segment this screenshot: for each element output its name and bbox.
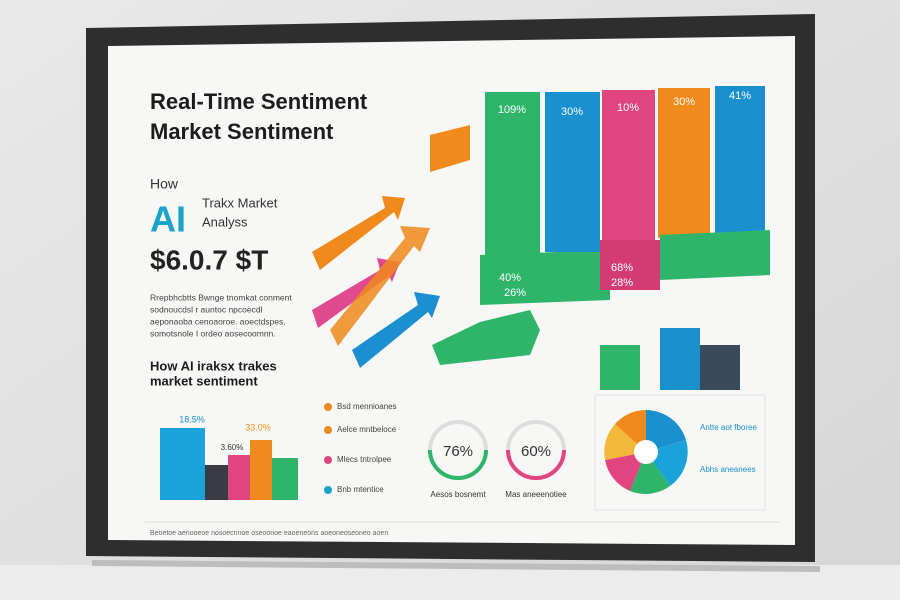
- legend-dot: [324, 426, 332, 434]
- base-label: 28%: [611, 277, 633, 289]
- mini-bar: [160, 428, 205, 500]
- arrow: [312, 196, 405, 270]
- intro-ai: AI: [150, 199, 186, 240]
- base-label: 68%: [611, 262, 633, 274]
- legend-item: Bsd mennioanes: [337, 402, 397, 411]
- base-label: 40%: [499, 272, 521, 284]
- legend: [324, 403, 332, 494]
- legend-item: Bnb mtentice: [337, 485, 384, 494]
- intro-figure: $6.0.7 $T: [150, 244, 268, 275]
- column: [485, 92, 540, 262]
- body-text: Rrepbhcbtts Bwnge tnomkat conment: [150, 292, 292, 302]
- mini-label: 3.60%: [221, 443, 244, 452]
- base-label: 26%: [504, 287, 526, 299]
- gauge-arc: [506, 449, 566, 480]
- legend-dot: [324, 486, 332, 494]
- footer: Beoetoe aenooeoe nosoecnnoe oseoonoe eao…: [150, 530, 388, 537]
- pie: [604, 410, 688, 494]
- column-label: 10%: [617, 102, 639, 114]
- mini-chart: [160, 428, 298, 500]
- body-text: aeponaoba cenoaoroe. aoectdspes.: [150, 316, 286, 326]
- pie-slice: [605, 452, 646, 491]
- column: [658, 88, 710, 238]
- frame-shadow: [92, 560, 820, 572]
- title: Market Sentiment: [150, 119, 334, 144]
- arrows: [312, 125, 540, 368]
- column-label: 30%: [673, 96, 695, 108]
- subheading: How AI iraksx trakes: [150, 358, 277, 373]
- column-label: 30%: [561, 106, 583, 118]
- column-base: [480, 250, 610, 305]
- legend-dot: [324, 456, 332, 464]
- gauge-value: 76%: [443, 443, 473, 460]
- columns: [480, 86, 770, 390]
- body-text: somotsnole I ordeo aosecoomnn.: [150, 328, 276, 338]
- pie-slice: [615, 410, 646, 452]
- body-text: sodnoucdsl r auntoc npcoecdl: [150, 304, 263, 314]
- pie-hole: [634, 440, 658, 464]
- mini-label: 18.5%: [179, 414, 205, 424]
- subheading: market sentiment: [150, 373, 258, 388]
- gauge-value: 60%: [521, 443, 551, 460]
- mini-bar: [205, 465, 230, 500]
- intro-caption: Analyss: [202, 214, 248, 229]
- pie-legend: Abhs aneanees: [700, 465, 756, 474]
- legend-dot: [324, 403, 332, 411]
- legend-item: Mlecs tntrolpee: [337, 455, 392, 464]
- title: Real-Time Sentiment: [150, 89, 368, 114]
- column-label: 109%: [498, 104, 526, 116]
- mini-bar: [250, 440, 272, 500]
- pie-legend: Antte aot fboree: [700, 423, 757, 432]
- gauges: [428, 420, 566, 480]
- legend-item: Aelce mntbeloce: [337, 425, 397, 434]
- column-base: [600, 240, 660, 290]
- gauge-arc: [428, 449, 488, 480]
- column-label: 41%: [729, 90, 751, 102]
- column: [545, 92, 600, 252]
- box: [660, 328, 700, 390]
- intro-caption: Trakx Market: [202, 195, 278, 210]
- mini-bar: [272, 458, 298, 500]
- column: [602, 90, 655, 255]
- arrow: [352, 292, 440, 368]
- pie-slice: [646, 410, 686, 452]
- block: [432, 310, 540, 365]
- pie-slice: [630, 452, 670, 494]
- mini-bar: [228, 455, 250, 500]
- box: [700, 345, 740, 390]
- pie-panel: [594, 394, 766, 511]
- gauge-caption: Mas aneeenotiee: [505, 490, 567, 499]
- mini-label: 33.0%: [245, 422, 271, 432]
- intro-how: How: [150, 176, 179, 192]
- box: [600, 345, 640, 390]
- arrow: [330, 226, 430, 346]
- flag: [430, 125, 470, 172]
- gauge-caption: Aesos bosnemt: [430, 490, 486, 499]
- column-base: [660, 230, 770, 280]
